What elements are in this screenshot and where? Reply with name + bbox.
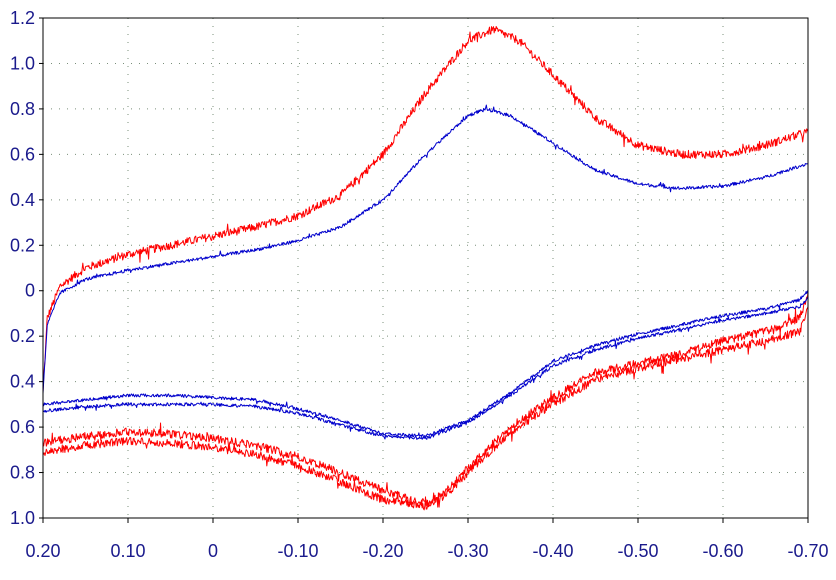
series-1-trace-1 bbox=[42, 25, 809, 393]
y-tick-label: 0.8 bbox=[10, 99, 35, 119]
series-2-trace-1 bbox=[42, 104, 809, 395]
x-tick-label: 0 bbox=[208, 541, 218, 561]
series-2-trace-2 bbox=[42, 290, 809, 438]
series-1-trace-2 bbox=[42, 291, 809, 508]
x-tick-label: -0.60 bbox=[702, 541, 743, 561]
y-tick-label: 0.8 bbox=[10, 463, 35, 483]
plot-frame bbox=[42, 17, 809, 519]
x-tick-label: -0.40 bbox=[532, 541, 573, 561]
x-tick-label: 0.10 bbox=[110, 541, 145, 561]
y-tick-label: 0.6 bbox=[10, 144, 35, 164]
y-tick-label: 0.2 bbox=[10, 235, 35, 255]
x-tick-label: -0.10 bbox=[277, 541, 318, 561]
y-tick-label: 1.2 bbox=[10, 8, 35, 28]
y-tick-label: 1.0 bbox=[10, 508, 35, 528]
y-tick-label: 0 bbox=[25, 281, 35, 301]
x-tick-labels: 0.20 0.10 0 -0.10 -0.20 -0.30 -0.40 -0.50 -0.60 -… bbox=[25, 541, 828, 561]
grid bbox=[43, 18, 808, 518]
x-tick-label: -0.20 bbox=[362, 541, 403, 561]
axes bbox=[39, 17, 809, 523]
series-2 bbox=[42, 104, 809, 440]
y-tick-label: 0.6 bbox=[10, 417, 35, 437]
y-tick-label: 0.2 bbox=[10, 326, 35, 346]
x-tick-label: -0.30 bbox=[447, 541, 488, 561]
y-tick-label: 0.4 bbox=[10, 190, 35, 210]
series-group bbox=[42, 25, 809, 511]
x-tick-label: 0.20 bbox=[25, 541, 60, 561]
y-tick-labels: 1.2 1.0 0.8 0.6 0.4 0.2 0 0.2 0.4 0.6 0.8 1.0 bbox=[10, 8, 35, 528]
series-1-trace-3 bbox=[42, 306, 809, 511]
series-2-trace-3 bbox=[42, 296, 809, 440]
y-tick-label: 0.4 bbox=[10, 372, 35, 392]
series-1 bbox=[42, 25, 809, 511]
x-tick-label: -0.70 bbox=[787, 541, 828, 561]
x-tick-label: -0.50 bbox=[617, 541, 658, 561]
y-tick-label: 1.0 bbox=[10, 53, 35, 73]
